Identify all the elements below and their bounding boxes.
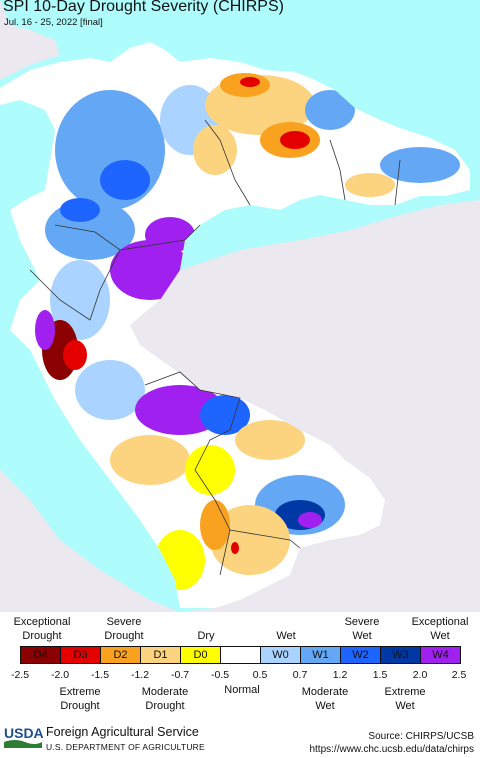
usda-logo: USDA [4, 725, 43, 748]
legend-tick: -2.0 [50, 669, 70, 681]
map-title: SPI 10-Day Drought Severity (CHIRPS) [3, 0, 284, 15]
legend-label-dry: Dry [197, 630, 215, 642]
legend-swatch-d0: D0 [180, 646, 221, 664]
agency-name: Foreign Agricultural Service [46, 725, 199, 739]
legend-tick: 1.5 [372, 669, 388, 681]
brazil-land [130, 200, 480, 612]
legend-tick: -1.5 [90, 669, 110, 681]
source-url[interactable]: https://www.chc.ucsb.edu/data/chirps [309, 744, 474, 755]
legend-swatch-w3: W3 [380, 646, 421, 664]
legend-tick: 0.5 [252, 669, 268, 681]
legend-label-extreme-wet: Extreme Wet [384, 686, 426, 712]
legend-tick: -1.2 [130, 669, 150, 681]
legend-swatch-w0: W0 [260, 646, 301, 664]
legend-tick: -0.5 [210, 669, 230, 681]
legend-label-normal: Normal [224, 684, 260, 696]
legend-swatch-d3: D3 [60, 646, 101, 664]
legend-tick: 2.0 [412, 669, 428, 681]
legend-swatch-d2: D2 [100, 646, 141, 664]
legend-tick: 2.5 [451, 669, 467, 681]
legend-label-wet: Wet [276, 630, 296, 642]
drought-map [0, 0, 480, 612]
legend-tick: 0.7 [292, 669, 308, 681]
usda-logo-text: USDA [4, 725, 43, 741]
legend-label-exceptional-drought: Exceptional Drought [13, 616, 71, 642]
legend-tick: 1.2 [332, 669, 348, 681]
source-credit: Source: CHIRPS/UCSB [368, 731, 474, 742]
legend-swatch-d1: D1 [140, 646, 181, 664]
legend-label-exceptional-wet: Exceptional Wet [411, 616, 469, 642]
legend-swatch-w1: W1 [300, 646, 341, 664]
department-name: U.S. DEPARTMENT OF AGRICULTURE [46, 742, 205, 752]
legend-tick: -2.5 [10, 669, 30, 681]
legend-swatch-w2: W2 [340, 646, 381, 664]
legend-label-severe-drought: Severe Drought [104, 616, 144, 642]
legend-label-moderate-wet: Moderate Wet [301, 686, 349, 712]
legend-swatch-w4: W4 [420, 646, 461, 664]
country-borders [29, 119, 401, 576]
legend-swatch-d4: D4 [20, 646, 61, 664]
legend-swatch-normal [220, 646, 261, 664]
legend [0, 612, 480, 718]
legend-label-extreme-drought: Extreme Drought [59, 686, 101, 712]
legend-label-severe-wet: Severe Wet [344, 616, 380, 642]
usda-logo-landscape [4, 740, 42, 748]
map-subtitle: Jul. 16 - 25, 2022 [final] [4, 17, 103, 28]
footer [0, 718, 480, 758]
central-america-land [0, 0, 60, 80]
legend-label-moderate-drought: Moderate Drought [141, 686, 189, 712]
map-canvas [0, 0, 480, 612]
legend-tick: -0.7 [170, 669, 190, 681]
south-land [0, 470, 180, 612]
